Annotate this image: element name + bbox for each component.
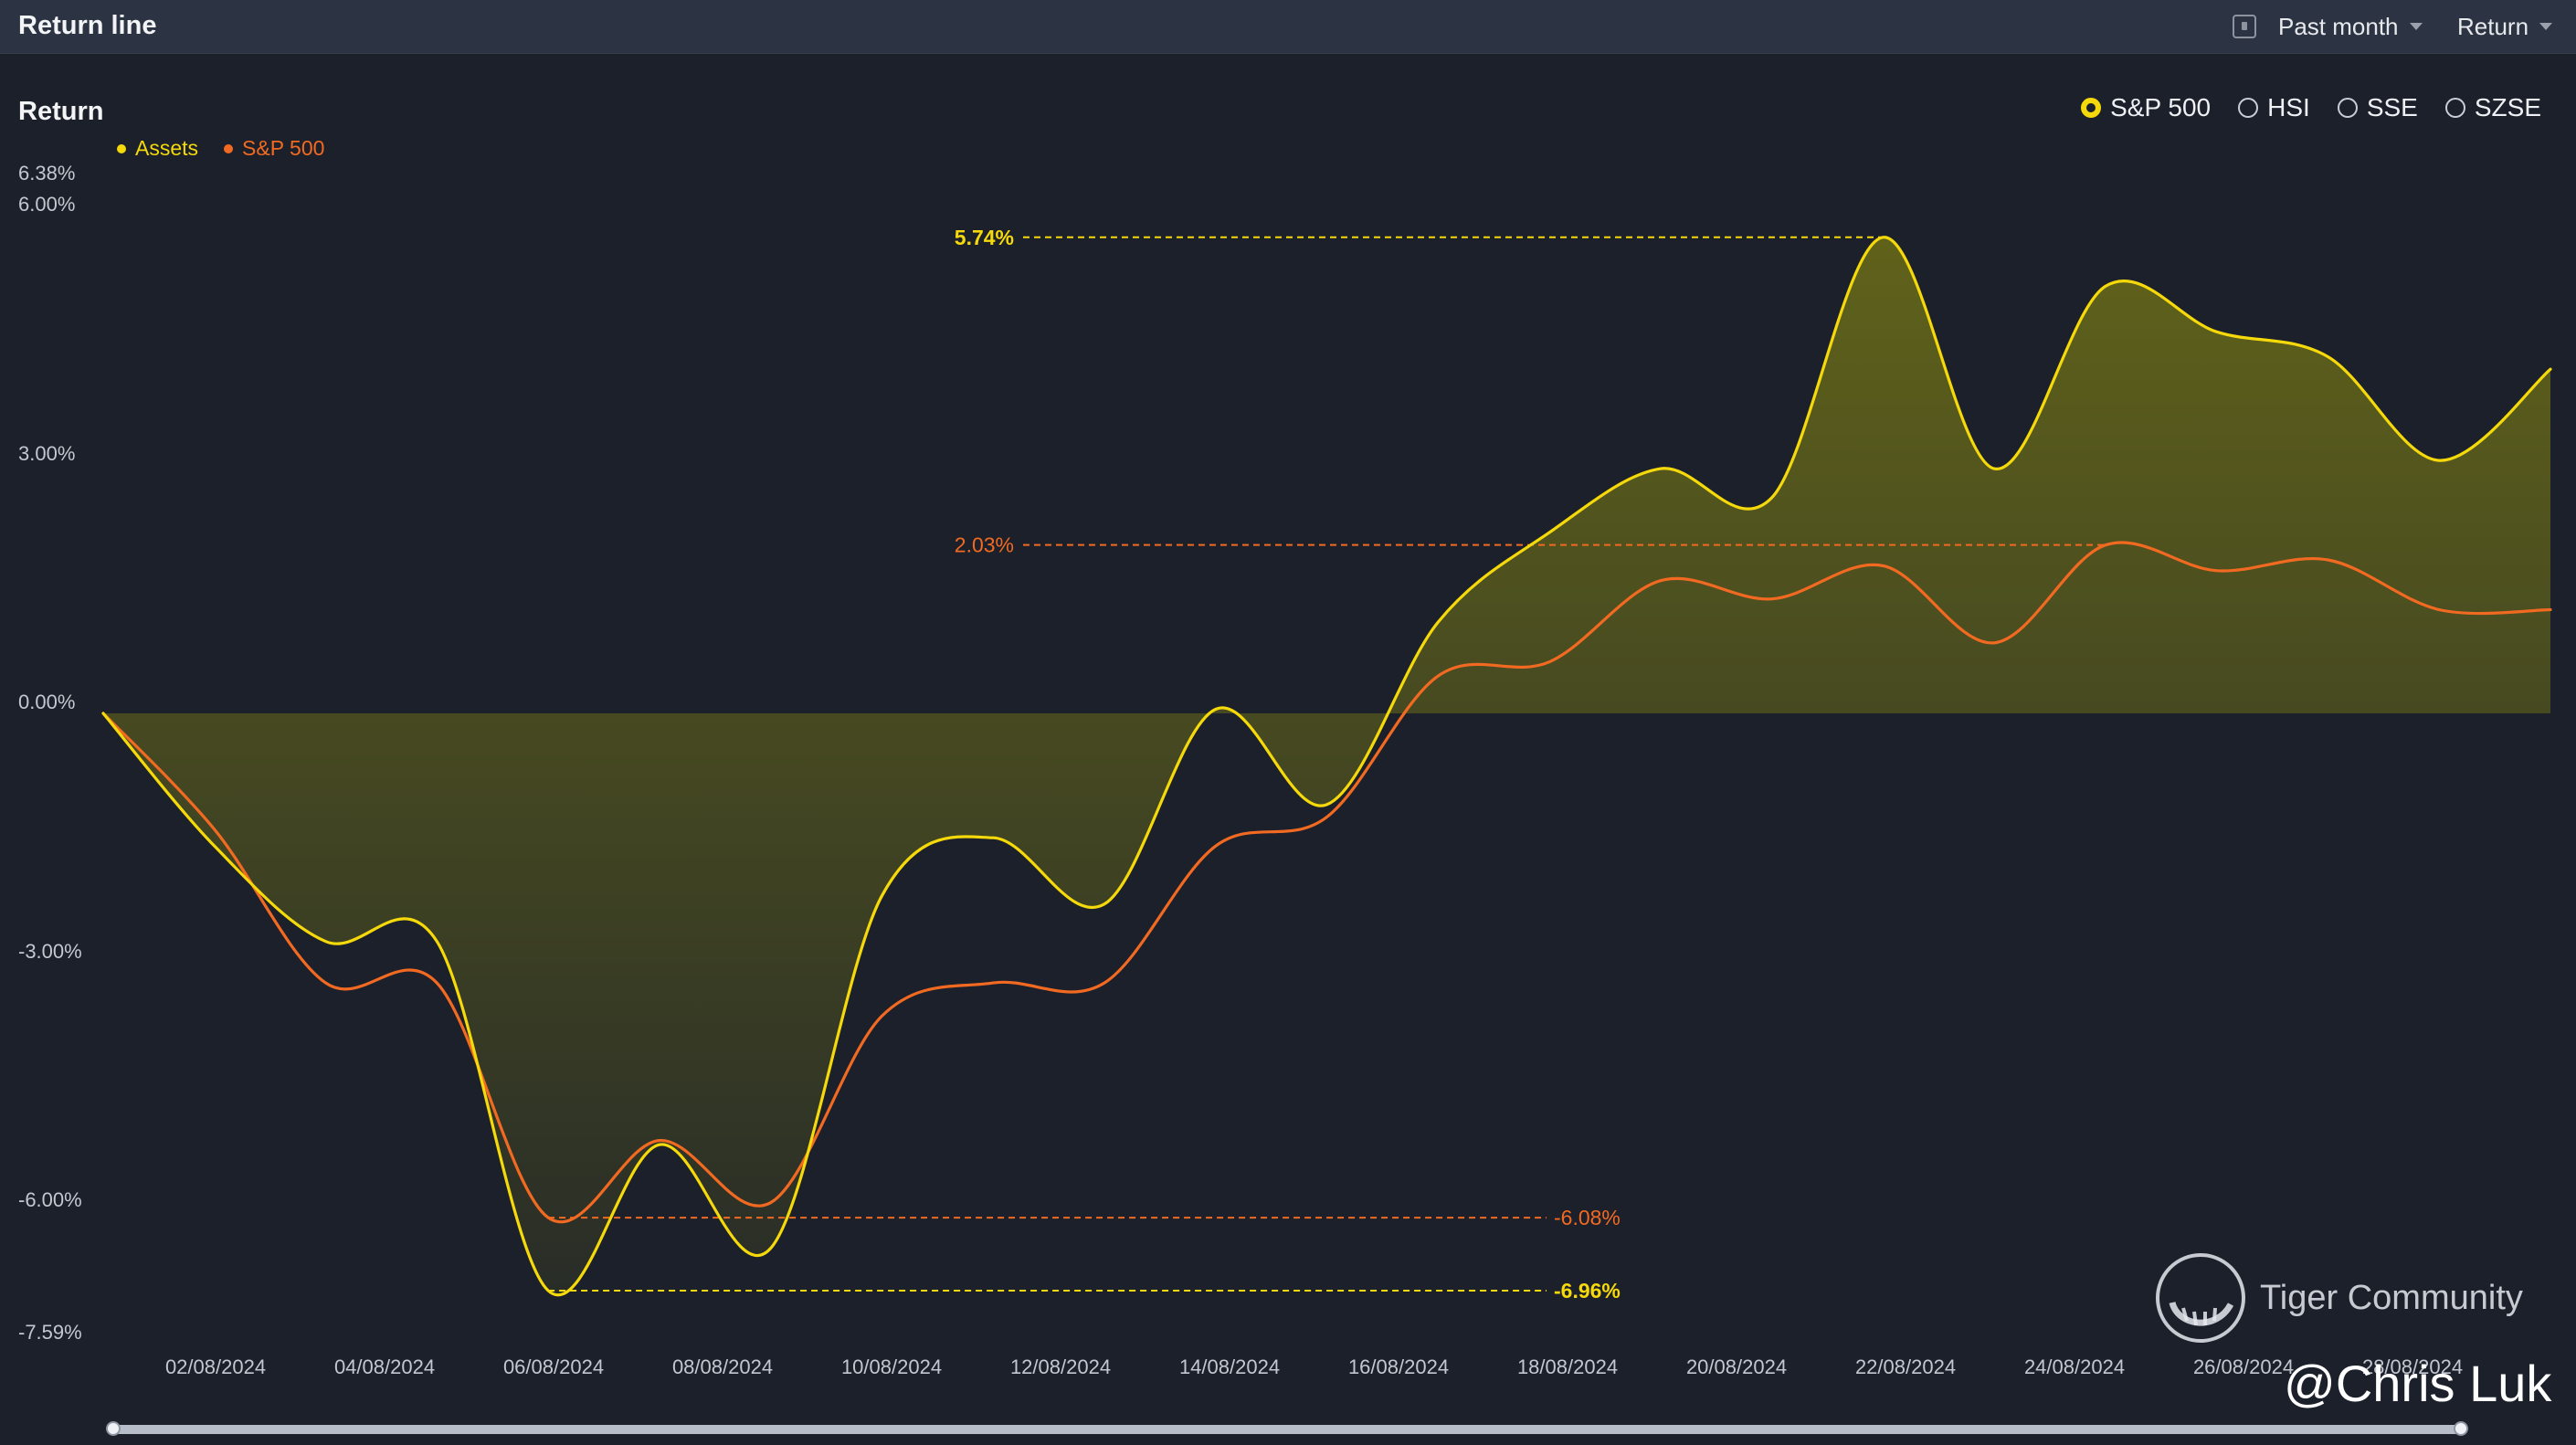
radio-szse[interactable]: SZSE [2444,93,2541,122]
y-tick-label: 6.38% [18,162,76,185]
x-tick-label: 22/08/2024 [1854,1355,1957,1378]
radio-icon [2444,98,2465,118]
x-tick-label: 02/08/2024 [164,1355,267,1378]
x-tick-label: 06/08/2024 [502,1355,605,1378]
period-dropdown-label: Past month [2278,12,2399,40]
y-tick-label: 3.00% [18,442,76,465]
watermark-brand: Tiger Community [2260,1278,2523,1317]
max-value-label: 2.03% [955,533,1014,557]
assets-area-fill [103,237,2550,1295]
x-tick-label: 04/08/2024 [333,1355,436,1378]
chart-legend: Assets S&P 500 [117,136,324,161]
legend-label: Assets [135,136,199,160]
y-tick-label: -6.00% [18,1188,82,1211]
period-dropdown[interactable]: Past month [2233,9,2423,44]
x-tick-label: 28/08/2024 [2361,1355,2464,1378]
radio-sp500[interactable]: S&P 500 [2081,93,2211,122]
range-end-handle[interactable] [2454,1421,2468,1436]
lock-icon [2233,15,2256,38]
min-value-label: -6.08% [1554,1206,1621,1229]
radio-label: S&P 500 [2110,93,2212,121]
radio-icon [2337,98,2358,118]
min-value-label: -6.96% [1554,1279,1621,1303]
legend-dot-icon [224,143,234,153]
radio-label: SZSE [2474,93,2541,121]
x-tick-label: 08/08/2024 [671,1355,774,1378]
author-credit: @Chris Luk [2284,1355,2552,1412]
metric-dropdown[interactable]: Return [2457,9,2553,44]
window-title: Return line [18,11,157,40]
series-line-assets[interactable] [101,236,2552,1297]
x-tick-label: 24/08/2024 [2023,1355,2126,1378]
y-tick-label: 6.00% [18,193,76,216]
x-tick-label: 12/08/2024 [1009,1355,1112,1378]
legend-item-assets[interactable]: Assets [117,136,198,161]
top-bar: Return line Past month Return [0,0,2576,54]
chart-title: Return [18,97,104,126]
watermark: Tiger Community [2156,1253,2523,1343]
range-start-handle[interactable] [106,1421,121,1436]
x-tick-label: 26/08/2024 [2192,1355,2295,1378]
y-tick-label: 0.00% [18,691,76,713]
tiger-logo-icon [2156,1253,2245,1343]
radio-icon [2238,98,2259,118]
radio-sse[interactable]: SSE [2337,93,2418,122]
x-tick-label: 14/08/2024 [1178,1355,1281,1378]
chevron-down-icon [2539,23,2553,30]
legend-dot-icon [117,143,126,153]
y-tick-label: -7.59% [18,1321,82,1344]
x-tick-label: 20/08/2024 [1685,1355,1788,1378]
radio-label: SSE [2366,93,2418,121]
chevron-down-icon [2409,23,2423,30]
y-tick-label: -3.00% [18,940,82,963]
x-tick-label: 18/08/2024 [1516,1355,1619,1378]
time-range-scrollbar[interactable] [111,1425,2464,1434]
benchmark-selector: S&P 500 HSI SSE SZSE [2081,93,2541,122]
legend-label: S&P 500 [242,136,325,160]
radio-label: HSI [2267,93,2310,121]
x-tick-label: 10/08/2024 [840,1355,943,1378]
radio-selected-icon [2081,98,2102,118]
max-value-label: 5.74% [955,226,1014,249]
legend-item-sp500[interactable]: S&P 500 [224,136,324,161]
x-tick-label: 16/08/2024 [1347,1355,1450,1378]
metric-dropdown-label: Return [2457,12,2529,40]
radio-hsi[interactable]: HSI [2238,93,2310,122]
